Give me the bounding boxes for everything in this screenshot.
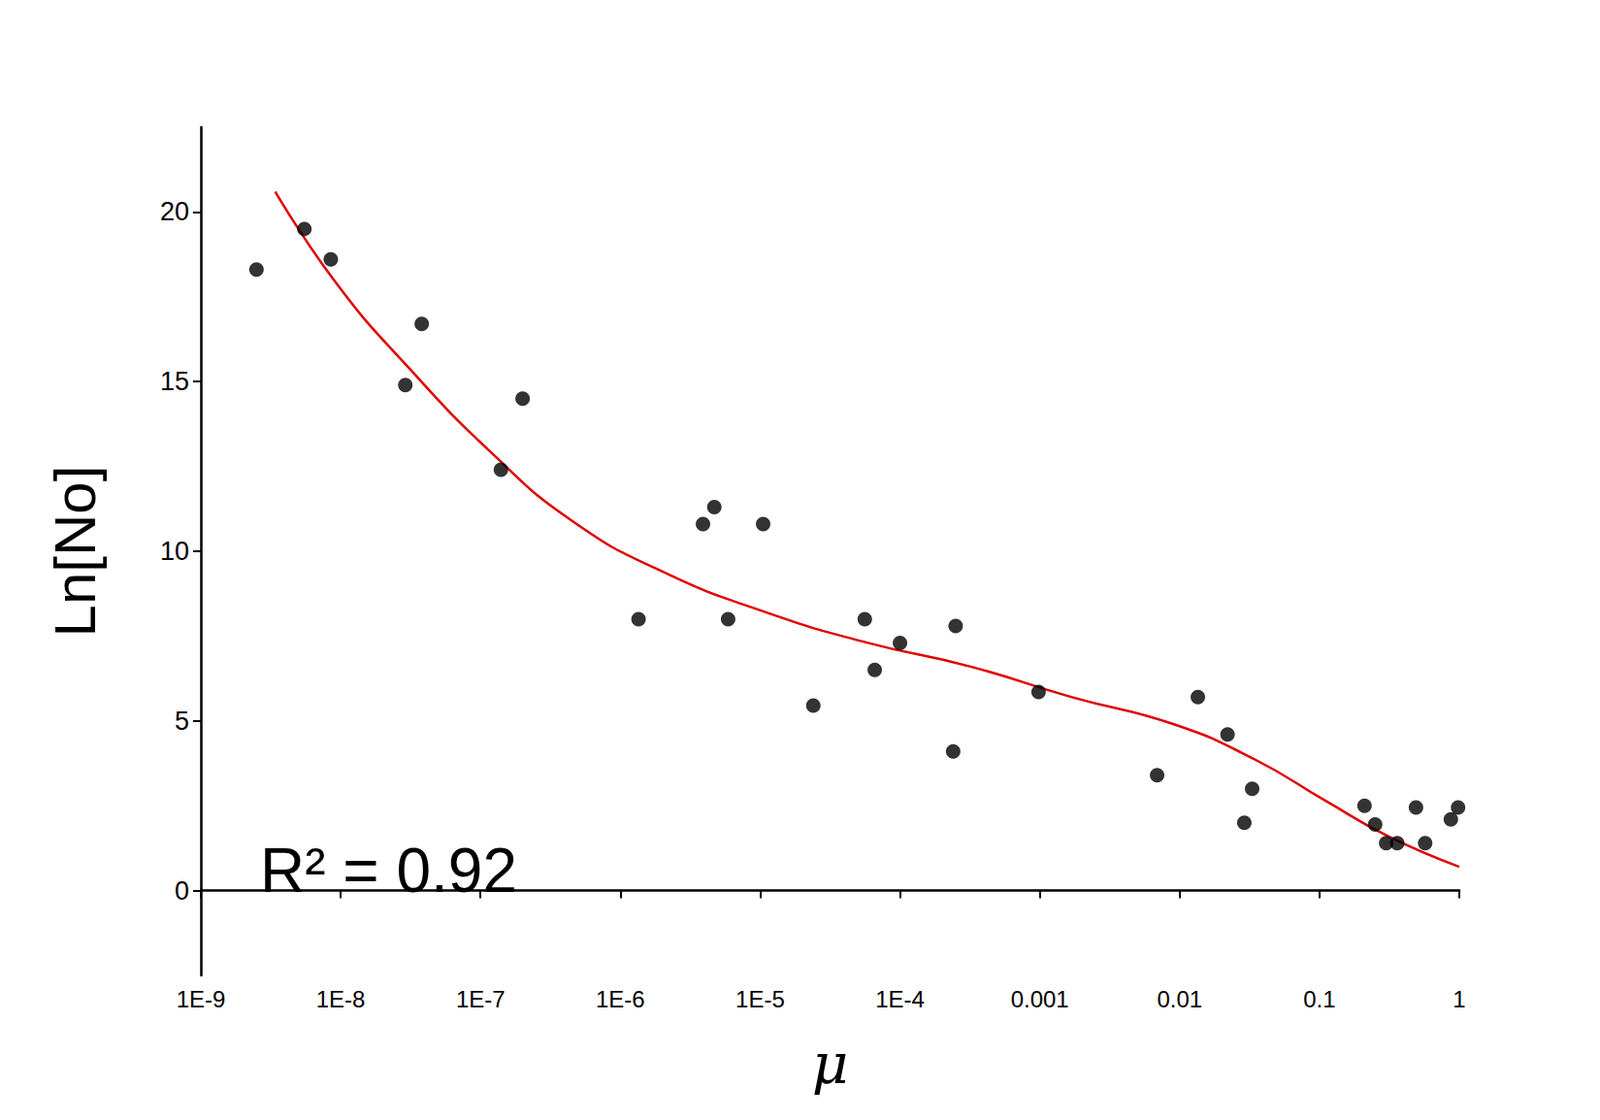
svg-text:1: 1 <box>1452 985 1466 1013</box>
svg-text:μ: μ <box>812 1030 849 1097</box>
svg-text:20: 20 <box>160 196 190 227</box>
svg-text:15: 15 <box>160 366 190 396</box>
svg-text:1E-4: 1E-4 <box>875 985 925 1013</box>
svg-text:5: 5 <box>174 706 190 736</box>
svg-text:0.1: 0.1 <box>1303 985 1336 1013</box>
svg-text:1E-9: 1E-9 <box>176 985 227 1013</box>
svg-text:10: 10 <box>160 536 190 566</box>
svg-text:Ln[No]: Ln[No] <box>42 465 108 638</box>
svg-text:1E-7: 1E-7 <box>456 985 506 1013</box>
svg-text:0.001: 0.001 <box>1011 985 1070 1013</box>
svg-text:1E-5: 1E-5 <box>735 985 785 1013</box>
svg-text:0: 0 <box>174 876 190 906</box>
svg-text:1E-6: 1E-6 <box>595 985 646 1013</box>
svg-text:0.01: 0.01 <box>1156 985 1203 1013</box>
svg-text:1E-8: 1E-8 <box>316 985 366 1013</box>
svg-text:R² = 0.92: R² = 0.92 <box>260 835 518 906</box>
